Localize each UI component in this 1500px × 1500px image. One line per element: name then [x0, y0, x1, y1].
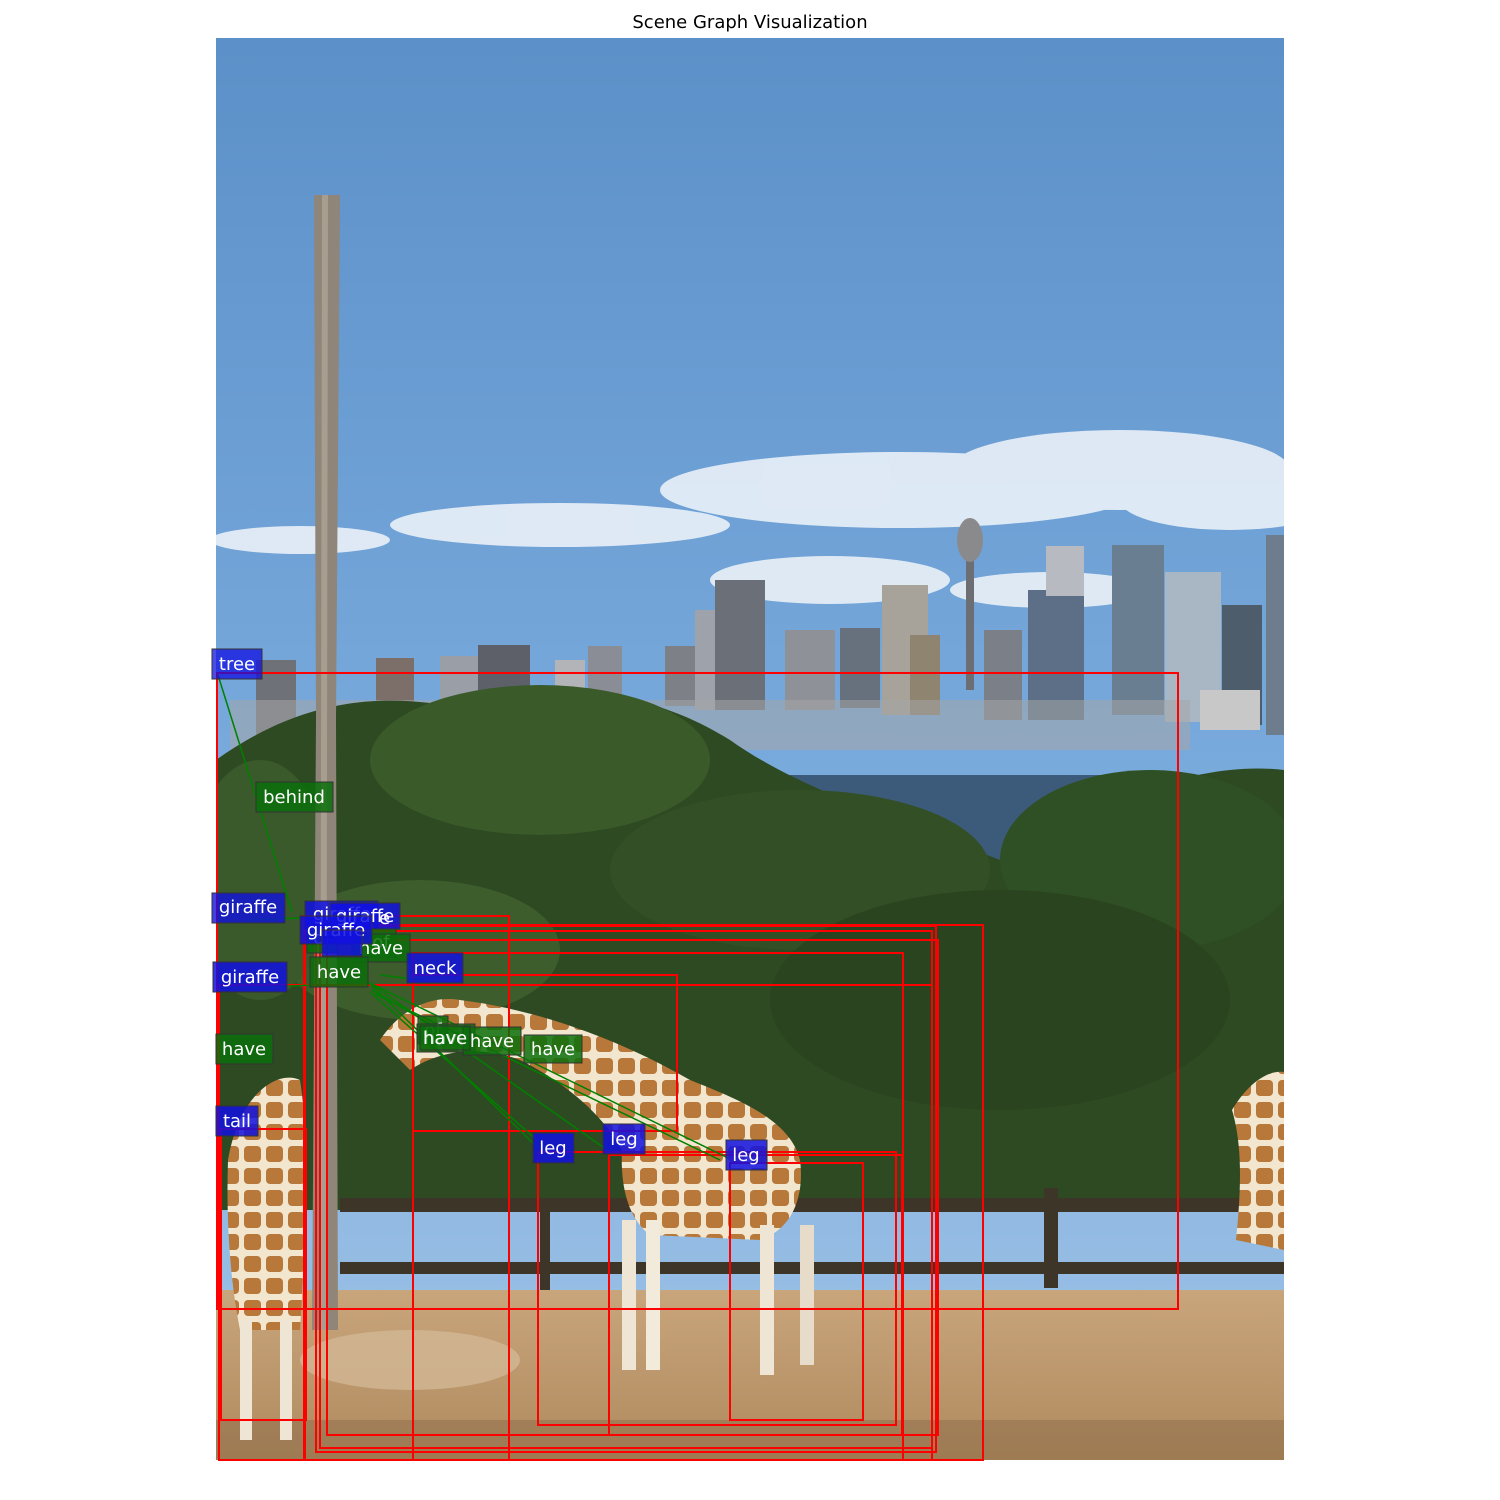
object-label-giraffe-1: giraffe [211, 892, 286, 924]
object-label-giraffe-5 [321, 929, 363, 957]
relation-label-have-5: have [462, 1026, 522, 1056]
svg-text:have: have [222, 1039, 266, 1060]
ground [216, 1290, 1284, 1460]
object-label-tree: tree [211, 648, 263, 680]
object-labels: tree giraffe giraffe giraffe giraffe gir… [211, 648, 768, 1171]
figure-title: Scene Graph Visualization [632, 12, 868, 33]
relation-label-have-6: have [523, 1034, 583, 1064]
object-label-leg-2: leg [602, 1123, 646, 1155]
svg-text:giraffe: giraffe [221, 967, 279, 988]
object-label-fragment: e [379, 908, 390, 929]
box-leg-3 [729, 1162, 864, 1421]
giraffe-left [227, 1077, 306, 1440]
edge-of-2 [369, 991, 549, 1151]
edge-have-leg-3 [371, 983, 729, 1159]
giraffe-right-edge [1232, 1071, 1284, 1250]
relation-label-have-2: have [309, 956, 369, 988]
svg-text:have: have [317, 962, 361, 983]
giraffe-main [380, 999, 814, 1375]
edge-tree-behind [217, 674, 293, 913]
relation-label-have-7: have [419, 1025, 471, 1051]
svg-text:leg: leg [610, 1129, 638, 1150]
svg-text:leg: leg [539, 1138, 567, 1159]
svg-text:tree: tree [219, 654, 255, 675]
svg-text:behind: behind [263, 787, 325, 808]
object-label-neck: neck [406, 952, 464, 984]
box-giraffe-body [412, 952, 904, 1461]
photo [216, 38, 1284, 1460]
relation-label-behind: behind [255, 781, 334, 813]
object-label-leg-1: leg [532, 1132, 575, 1164]
svg-text:have: have [423, 1028, 467, 1049]
box-giraffe-3 [315, 925, 937, 1453]
svg-text:have: have [470, 1031, 514, 1052]
svg-text:tail: tail [223, 1111, 251, 1132]
object-label-giraffe-6: giraffe [212, 961, 288, 993]
svg-text:neck: neck [414, 958, 457, 979]
object-label-tail: tail [215, 1105, 259, 1137]
svg-text:have: have [531, 1039, 575, 1060]
box-tail [220, 1128, 307, 1421]
svg-text:leg: leg [732, 1145, 760, 1166]
trees [216, 685, 1284, 1210]
relation-label-have-3: have [215, 1033, 274, 1065]
relation-edges [217, 674, 729, 1161]
clouds [216, 430, 1284, 608]
svg-text:giraffe: giraffe [219, 897, 277, 918]
object-label-leg-3: leg [725, 1139, 768, 1171]
